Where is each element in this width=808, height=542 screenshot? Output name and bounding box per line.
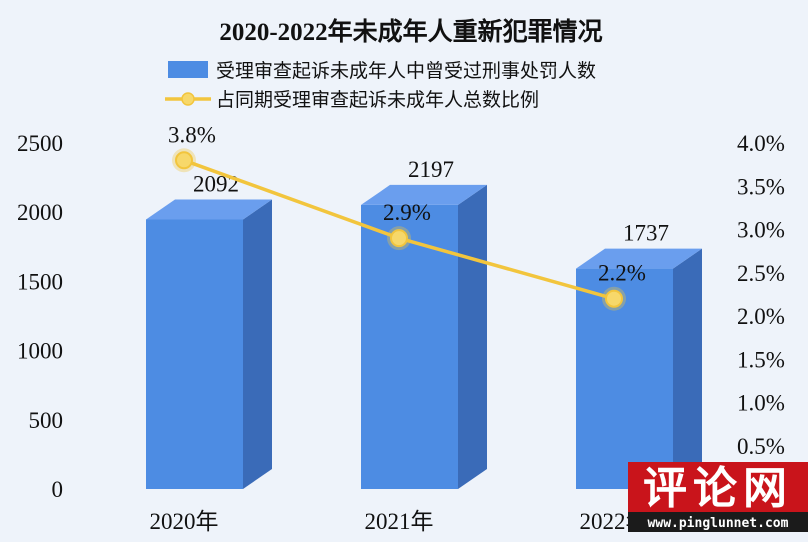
y-right-tick-label: 2.0% — [737, 304, 785, 329]
bar-3 — [576, 248, 702, 489]
x-tick-label: 2020年 — [150, 509, 219, 534]
legend-label-line: 占同期受理审查起诉未成年人总数比例 — [216, 89, 539, 111]
bar-top-face — [146, 199, 272, 220]
y-right-tick-label: 3.5% — [737, 174, 785, 199]
y-left-tick-label: 500 — [29, 408, 64, 433]
bar-series — [146, 184, 702, 490]
ratio-point — [390, 229, 408, 248]
legend-swatch-bar — [168, 61, 208, 78]
bar-value-label: 1737 — [623, 221, 669, 246]
y-left-tick-label: 1500 — [17, 269, 63, 294]
bar-value-labels: 2092 2197 1737 — [193, 157, 669, 246]
y-right-tick-label: 1.5% — [737, 347, 785, 372]
bar-2 — [361, 184, 487, 490]
y-right-tick-label: 0.5% — [737, 434, 785, 459]
legend-label-bar: 受理审查起诉未成年人中曾受过刑事处罚人数 — [216, 60, 596, 82]
bar-side-face — [673, 248, 702, 489]
legend: 受理审查起诉未成年人中曾受过刑事处罚人数 占同期受理审查起诉未成年人总数比例 — [165, 60, 596, 111]
y-right-tick-label: 3.0% — [737, 218, 785, 243]
bar-front-face — [361, 204, 458, 490]
watermark-url-strip — [628, 512, 808, 532]
y-right-tick-label: 1.0% — [737, 391, 785, 416]
bar-value-label: 2092 — [193, 171, 239, 196]
y-right-tick-label: 2.5% — [737, 261, 785, 286]
y-left-tick-label: 0 — [52, 477, 64, 502]
ratio-value-label: 2.2% — [598, 261, 646, 286]
y-left-tick-label: 1000 — [17, 339, 63, 364]
ratio-point — [175, 151, 193, 170]
watermark-logo-text: 评论网 — [643, 463, 793, 514]
y-left-tick-label: 2000 — [17, 200, 63, 225]
ratio-point — [605, 289, 623, 308]
watermark-url-text: www.pinglunnet.com — [648, 516, 789, 531]
bar-front-face — [576, 268, 673, 489]
bar-side-face — [243, 199, 272, 489]
bar-top-face — [576, 248, 702, 269]
y-right-tick-label: 4.0% — [737, 131, 785, 156]
bar-front-face — [146, 219, 243, 489]
chart-title: 2020-2022年未成年人重新犯罪情况 — [219, 17, 602, 46]
bar-top-face — [361, 184, 487, 205]
ratio-value-label: 3.8% — [168, 122, 216, 147]
ratio-line-series: 3.8% 2.9% 2.2% — [168, 122, 646, 311]
bar-value-label: 2197 — [408, 157, 454, 182]
legend-swatch-marker — [181, 92, 195, 106]
bar-side-face — [458, 184, 487, 490]
x-tick-label: 2021年 — [365, 509, 434, 534]
ratio-value-label: 2.9% — [383, 200, 431, 225]
y-left-tick-label: 2500 — [17, 131, 63, 156]
watermark-logo: 评论网 www.pinglunnet.com — [628, 462, 808, 532]
watermark-background — [628, 462, 808, 512]
bar-1 — [146, 199, 272, 489]
